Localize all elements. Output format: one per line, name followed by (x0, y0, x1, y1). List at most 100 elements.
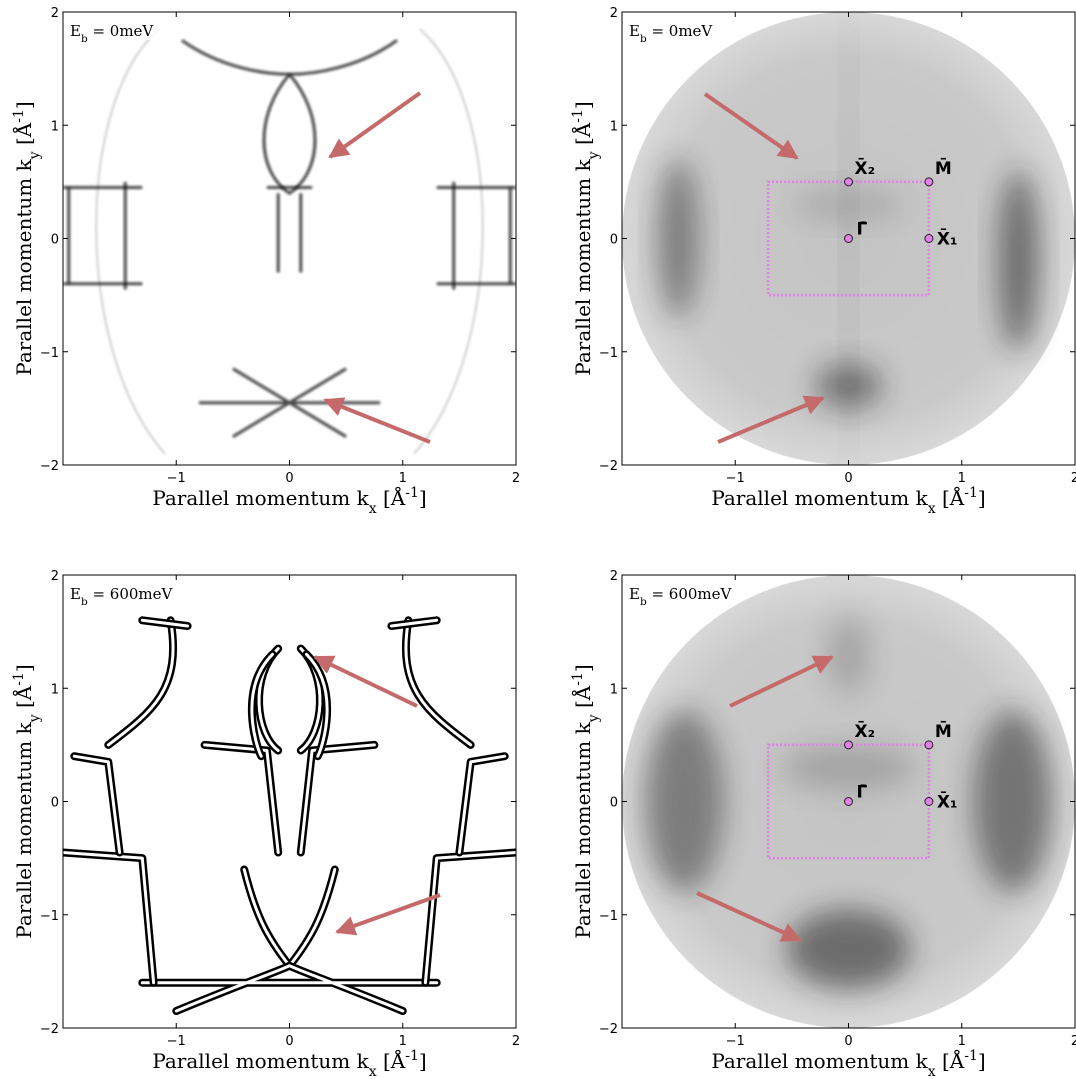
y-tick-label: 2 (610, 569, 618, 584)
intensity-blob (645, 711, 724, 892)
y-tick-label: 0 (51, 233, 59, 248)
text-part: = 600meV (88, 585, 174, 603)
intensity-blob (826, 615, 871, 694)
band-contour (74, 756, 504, 852)
text-part: -1 (570, 672, 586, 686)
text-part: [Å (936, 1048, 965, 1073)
text-part: ] (12, 101, 36, 109)
band-contour (142, 966, 436, 1011)
x-tick-label: 2 (512, 1034, 520, 1049)
symmetry-point (925, 798, 933, 806)
text-part: E (629, 22, 640, 40)
x-tick-label: −1 (726, 471, 745, 486)
x-tick-label: 0 (285, 1034, 293, 1049)
x-tick-label: −1 (167, 471, 186, 486)
symmetry-point (845, 178, 853, 186)
symmetry-label: X̄₂ (855, 720, 876, 742)
y-tick-label: −2 (599, 1022, 618, 1037)
y-tick-label: 2 (610, 6, 618, 21)
x-tick-label: 0 (285, 471, 293, 486)
text-part: -1 (964, 485, 978, 501)
text-part: [Å (570, 685, 595, 714)
text-part: [Å (936, 485, 965, 510)
text-part: Parallel momentum k (152, 486, 369, 510)
symmetry-point (925, 235, 933, 243)
x-tick-label: 1 (958, 1034, 966, 1049)
annotation-arrow (325, 400, 430, 442)
text-part: ] (571, 664, 595, 672)
x-tick-label: 2 (1071, 1034, 1076, 1049)
text-part: ] (571, 101, 595, 109)
text-part: Parallel momentum k (12, 721, 36, 938)
band-contour (267, 188, 312, 273)
symmetry-label: M̄ (935, 720, 952, 742)
text-part: Parallel momentum k (711, 1049, 928, 1073)
text-part: Parallel momentum k (12, 158, 36, 375)
y-tick-label: 2 (51, 569, 59, 584)
symmetry-point (925, 178, 933, 186)
symmetry-point (845, 798, 853, 806)
band-interior (74, 756, 504, 852)
text-part: E (629, 585, 640, 603)
y-tick-label: −2 (40, 1022, 59, 1037)
text-part: Parallel momentum k (152, 1049, 369, 1073)
symmetry-point (845, 235, 853, 243)
symmetry-point (845, 741, 853, 749)
text-part: = 0meV (647, 22, 714, 40)
text-part: ] (978, 1049, 986, 1073)
text-part: y (586, 151, 602, 160)
x-tick-label: 1 (399, 1034, 407, 1049)
text-part: [Å (377, 1048, 406, 1073)
y-tick-label: 0 (610, 233, 618, 248)
x-axis-label: Parallel momentum kx [Å-1] (711, 485, 985, 517)
axes-frame (63, 12, 516, 465)
text-part: ] (12, 664, 36, 672)
text-part: -1 (570, 109, 586, 123)
annotation-arrow (337, 895, 440, 932)
y-axis-label: Parallel momentum ky [Å-1] (11, 101, 43, 375)
y-tick-label: −1 (599, 909, 618, 924)
text-part: E (70, 585, 81, 603)
y-axis-label: Parallel momentum ky [Å-1] (570, 664, 602, 938)
text-part: ] (978, 486, 986, 510)
intensity-blob (998, 171, 1039, 352)
x-tick-label: 1 (399, 471, 407, 486)
y-tick-label: 1 (51, 119, 59, 134)
symmetry-label: X̄₂ (855, 157, 876, 179)
x-axis-label: Parallel momentum kx [Å-1] (152, 485, 426, 517)
y-tick-label: −2 (599, 459, 618, 474)
y-tick-label: 1 (51, 682, 59, 697)
text-part: -1 (405, 1048, 419, 1064)
x-axis-label: Parallel momentum kx [Å-1] (152, 1048, 426, 1079)
figure: −1012−2−1012Parallel momentum kx [Å-1]Pa… (0, 0, 1076, 1079)
text-part: [Å (11, 685, 36, 714)
symmetry-label: M̄ (935, 157, 952, 179)
band-contour (96, 29, 483, 454)
symmetry-label: Γ̄ (857, 783, 868, 803)
text-part: [Å (377, 485, 406, 510)
text-part: y (586, 714, 602, 723)
text-part: [Å (11, 122, 36, 151)
intensity-blob (973, 711, 1052, 892)
symmetry-point (925, 741, 933, 749)
y-tick-label: 2 (51, 6, 59, 21)
text-part: -1 (405, 485, 419, 501)
band-contour (199, 369, 380, 437)
annotation-arrow (330, 93, 420, 157)
text-part: [Å (570, 122, 595, 151)
symmetry-label: Γ̄ (857, 220, 868, 240)
x-axis-label: Parallel momentum kx [Å-1] (711, 1048, 985, 1079)
intensity-blob (781, 745, 917, 790)
y-tick-label: 0 (51, 796, 59, 811)
band-contour (63, 188, 516, 284)
y-tick-label: −1 (40, 909, 59, 924)
intensity-map (63, 620, 516, 1011)
text-part: Parallel momentum k (571, 158, 595, 375)
text-part: -1 (964, 1048, 978, 1064)
symmetry-label: X̄₁ (937, 790, 958, 812)
x-tick-label: 0 (844, 471, 852, 486)
